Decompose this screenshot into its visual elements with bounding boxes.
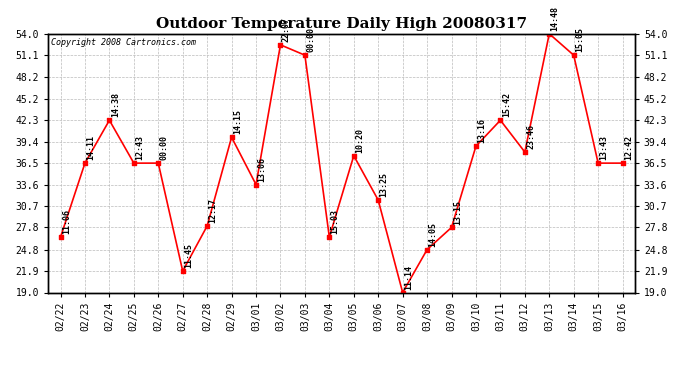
Text: 11:45: 11:45: [184, 243, 193, 268]
Text: 13:06: 13:06: [257, 157, 266, 182]
Text: 12:42: 12:42: [624, 135, 633, 160]
Point: [471, 143, 482, 149]
Text: 14:11: 14:11: [86, 135, 95, 160]
Point: [324, 234, 335, 240]
Title: Outdoor Temperature Daily High 20080317: Outdoor Temperature Daily High 20080317: [156, 17, 527, 31]
Text: 13:15: 13:15: [453, 200, 462, 225]
Point: [568, 52, 579, 58]
Text: 15:05: 15:05: [575, 27, 584, 53]
Text: Copyright 2008 Cartronics.com: Copyright 2008 Cartronics.com: [51, 38, 196, 46]
Text: 14:15: 14:15: [233, 110, 242, 135]
Text: 00:00: 00:00: [159, 135, 168, 160]
Point: [177, 268, 188, 274]
Text: 14:38: 14:38: [111, 93, 120, 117]
Text: 13:16: 13:16: [477, 118, 486, 143]
Point: [275, 42, 286, 48]
Text: 13:25: 13:25: [380, 172, 388, 197]
Text: 14:05: 14:05: [428, 222, 437, 247]
Point: [55, 234, 66, 240]
Text: 15:42: 15:42: [502, 93, 511, 117]
Point: [544, 31, 555, 37]
Point: [495, 117, 506, 123]
Point: [152, 160, 164, 166]
Point: [79, 160, 90, 166]
Point: [446, 225, 457, 231]
Text: 23:46: 23:46: [526, 124, 535, 149]
Text: 10:20: 10:20: [355, 128, 364, 153]
Text: 22:07: 22:07: [282, 17, 291, 42]
Point: [373, 197, 384, 203]
Point: [201, 223, 213, 229]
Point: [397, 290, 408, 296]
Text: 12:17: 12:17: [208, 198, 217, 223]
Point: [104, 117, 115, 123]
Point: [593, 160, 604, 166]
Text: 15:03: 15:03: [331, 209, 339, 234]
Point: [299, 52, 310, 58]
Text: 14:48: 14:48: [551, 6, 560, 31]
Point: [226, 134, 237, 140]
Text: 13:43: 13:43: [600, 135, 609, 160]
Point: [617, 160, 628, 166]
Text: 12:43: 12:43: [135, 135, 144, 160]
Text: 11:14: 11:14: [404, 265, 413, 290]
Point: [250, 182, 262, 188]
Point: [348, 153, 359, 159]
Point: [128, 160, 139, 166]
Point: [422, 247, 433, 253]
Text: 11:06: 11:06: [62, 209, 71, 234]
Point: [520, 149, 531, 155]
Text: 00:00: 00:00: [306, 27, 315, 53]
